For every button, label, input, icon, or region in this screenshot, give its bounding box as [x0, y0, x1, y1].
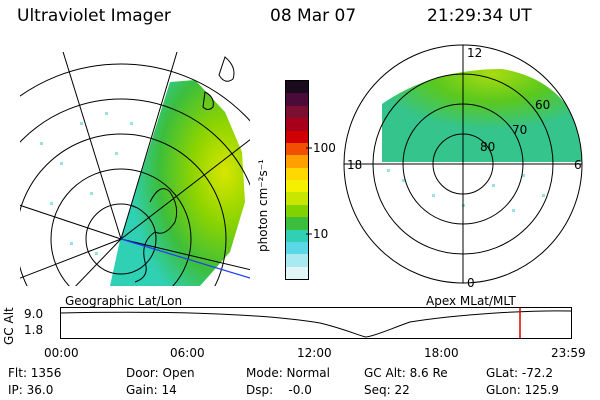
- latitude-circles: [20, 63, 250, 286]
- status-gain: Gain: 14: [126, 383, 177, 397]
- oval-emission: [382, 69, 582, 162]
- status-mode: Mode: Normal: [246, 366, 330, 380]
- time-tick-1800: 18:00: [424, 346, 459, 360]
- right-map-caption: Apex MLat/MLT: [426, 294, 516, 308]
- colorbar-unit-label: photon cm⁻²s⁻¹: [256, 159, 270, 252]
- status-seq: Seq: 22: [364, 383, 410, 397]
- colorbar-segment: [286, 118, 308, 131]
- colorbar-segment: [286, 266, 308, 279]
- time-tick-2359: 23:59: [551, 346, 586, 360]
- time-tick-0000: 00:00: [44, 346, 79, 360]
- coastline-island: [202, 91, 214, 110]
- altitude-curve: [60, 310, 572, 338]
- colorbar-segment: [286, 105, 308, 119]
- mlat-label-80: 80: [480, 140, 495, 154]
- mlt-label-6: 6: [574, 158, 582, 172]
- colorbar-segment: [286, 81, 308, 94]
- colorbar-segment: [286, 180, 308, 193]
- status-dsp: Dsp: -0.0: [246, 383, 312, 397]
- colorbar-segment: [286, 142, 308, 156]
- mlt-label-12: 12: [467, 46, 482, 60]
- status-ip: IP: 36.0: [8, 383, 54, 397]
- colorbar-segment: [286, 241, 308, 255]
- colorbar-segment: [286, 93, 308, 106]
- left-map-caption: Geographic Lat/Lon: [65, 294, 183, 308]
- geographic-map: [20, 52, 250, 286]
- colorbar-segment: [286, 130, 308, 143]
- time-tick-1200: 12:00: [297, 346, 332, 360]
- color-scale-bar: [285, 80, 309, 280]
- mlat-label-70: 70: [512, 123, 527, 137]
- longitude-lines: [20, 52, 250, 286]
- date-label: 08 Mar 07: [270, 6, 357, 26]
- altitude-tick-low: 1.8: [24, 323, 44, 337]
- speckle-noise: [40, 112, 133, 255]
- apex-polar-plot: 12 18 6 0 60 70 80: [343, 44, 583, 290]
- coastline: [134, 188, 178, 283]
- status-gc-alt: GC Alt: 8.6 Re: [364, 366, 448, 380]
- colorbar-segment: [286, 204, 308, 218]
- colorbar-segment: [286, 155, 308, 168]
- colorbar-tick-10: 10: [313, 227, 329, 241]
- time-tick-0600: 06:00: [170, 346, 205, 360]
- colorbar-tick-100: 100: [313, 141, 336, 155]
- altitude-plot: [60, 307, 572, 339]
- status-door: Door: Open: [126, 366, 195, 380]
- colorbar-ticks: [306, 147, 312, 235]
- mlt-label-18: 18: [347, 158, 362, 172]
- status-glat: GLat: -72.2: [486, 366, 553, 380]
- colorbar-segment: [286, 167, 308, 180]
- status-flt: Flt: 1356: [8, 366, 62, 380]
- status-glon: GLon: 125.9: [486, 383, 559, 397]
- colorbar-segment: [286, 217, 308, 230]
- mlt-label-0: 0: [467, 276, 475, 290]
- terminator-line: [120, 238, 250, 279]
- time-label: 21:29:34 UT: [427, 6, 532, 26]
- altitude-plot-frame: [60, 307, 572, 339]
- altitude-tick-high: 9.0: [24, 307, 44, 321]
- mlat-label-60: 60: [535, 98, 550, 112]
- altitude-axis-title: GC Alt: [2, 307, 16, 345]
- colorbar-segment: [286, 192, 308, 205]
- coastline-island: [218, 56, 235, 82]
- colorbar-segment: [286, 254, 308, 267]
- colorbar-segment: [286, 229, 308, 242]
- speckle-noise: [387, 169, 545, 212]
- instrument-title: Ultraviolet Imager: [17, 6, 171, 26]
